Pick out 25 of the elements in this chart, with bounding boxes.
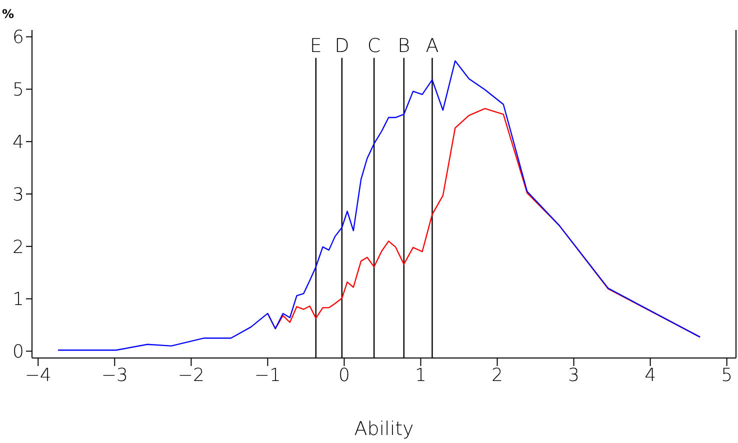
ref-line-label: B xyxy=(398,34,410,57)
y-tick-label: 2 xyxy=(12,236,24,258)
y-tick-label: 0 xyxy=(12,342,24,363)
ref-line-label: C xyxy=(367,34,381,57)
y-axis-title: % xyxy=(2,7,14,21)
x-tick-label: 4 xyxy=(644,364,656,386)
x-tick-label: 0 xyxy=(338,364,350,386)
y-tick-label: 6 xyxy=(12,27,24,48)
ref-line-label: A xyxy=(426,34,439,57)
ref-line-label: E xyxy=(310,34,322,57)
x-tick-label: 3 xyxy=(568,364,580,386)
y-tick-label: 3 xyxy=(12,184,24,206)
x-tick-label: 2 xyxy=(492,364,503,386)
x-tick-label: 5 xyxy=(721,364,733,386)
x-axis-title: Ability xyxy=(354,418,414,440)
x-tick-label: −2 xyxy=(178,364,204,386)
line-series xyxy=(57,60,701,351)
ref-line-label: D xyxy=(334,34,350,57)
y-tick-label: 5 xyxy=(12,80,24,101)
x-tick-label: −3 xyxy=(101,364,128,386)
y-tick-label: 1 xyxy=(12,289,24,310)
y-tick-label: 4 xyxy=(12,132,24,153)
x-tick-label: −1 xyxy=(254,364,281,386)
x-tick-label: −4 xyxy=(24,364,52,386)
x-tick-label: 1 xyxy=(415,364,426,386)
